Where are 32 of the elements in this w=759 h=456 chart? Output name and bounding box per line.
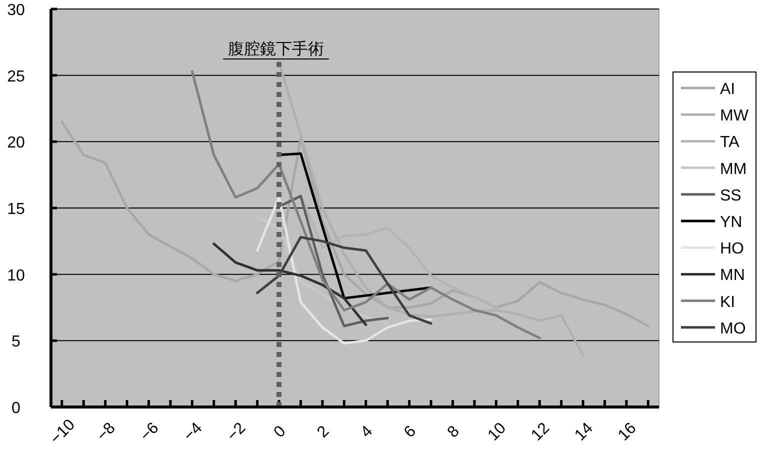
- x-tick-label: 4: [358, 422, 376, 442]
- y-tick-label: 5: [12, 334, 21, 351]
- y-tick-label: 25: [7, 68, 25, 86]
- x-tick-label: −10: [47, 416, 79, 448]
- y-tick-label: 10: [7, 267, 25, 284]
- legend-label: MM: [720, 160, 747, 178]
- legend-label: SS: [720, 187, 742, 204]
- x-tick-label: 0: [270, 422, 290, 442]
- legend-label: KI: [720, 294, 736, 311]
- x-tick-label: 12: [528, 420, 554, 444]
- y-tick-label: 0: [12, 400, 21, 417]
- legend-label: HO: [720, 240, 744, 258]
- y-tick-label: 15: [7, 201, 25, 218]
- x-tick-label: 10: [484, 420, 510, 444]
- x-tick-label: 2: [314, 422, 333, 442]
- x-tick-label: 6: [401, 422, 420, 442]
- x-tick-label: −4: [180, 420, 206, 445]
- x-tick-label: −6: [137, 420, 162, 445]
- legend-label: YN: [720, 214, 742, 231]
- x-tick-label: −2: [224, 420, 250, 445]
- legend-label: MW: [720, 108, 750, 125]
- legend-label: MO: [720, 320, 746, 338]
- x-tick-label: 8: [444, 422, 463, 442]
- x-tick-label: −8: [94, 420, 119, 445]
- x-tick-label: 16: [615, 420, 640, 444]
- y-tick-label: 20: [7, 134, 25, 152]
- y-tick-label: 30: [7, 2, 25, 19]
- legend-label: MN: [720, 267, 745, 284]
- x-tick-label: 14: [572, 420, 596, 444]
- legend-label: TA: [720, 134, 740, 152]
- ref-line-label: 腹腔鏡下手術: [228, 40, 324, 58]
- legend-label: AI: [720, 81, 736, 98]
